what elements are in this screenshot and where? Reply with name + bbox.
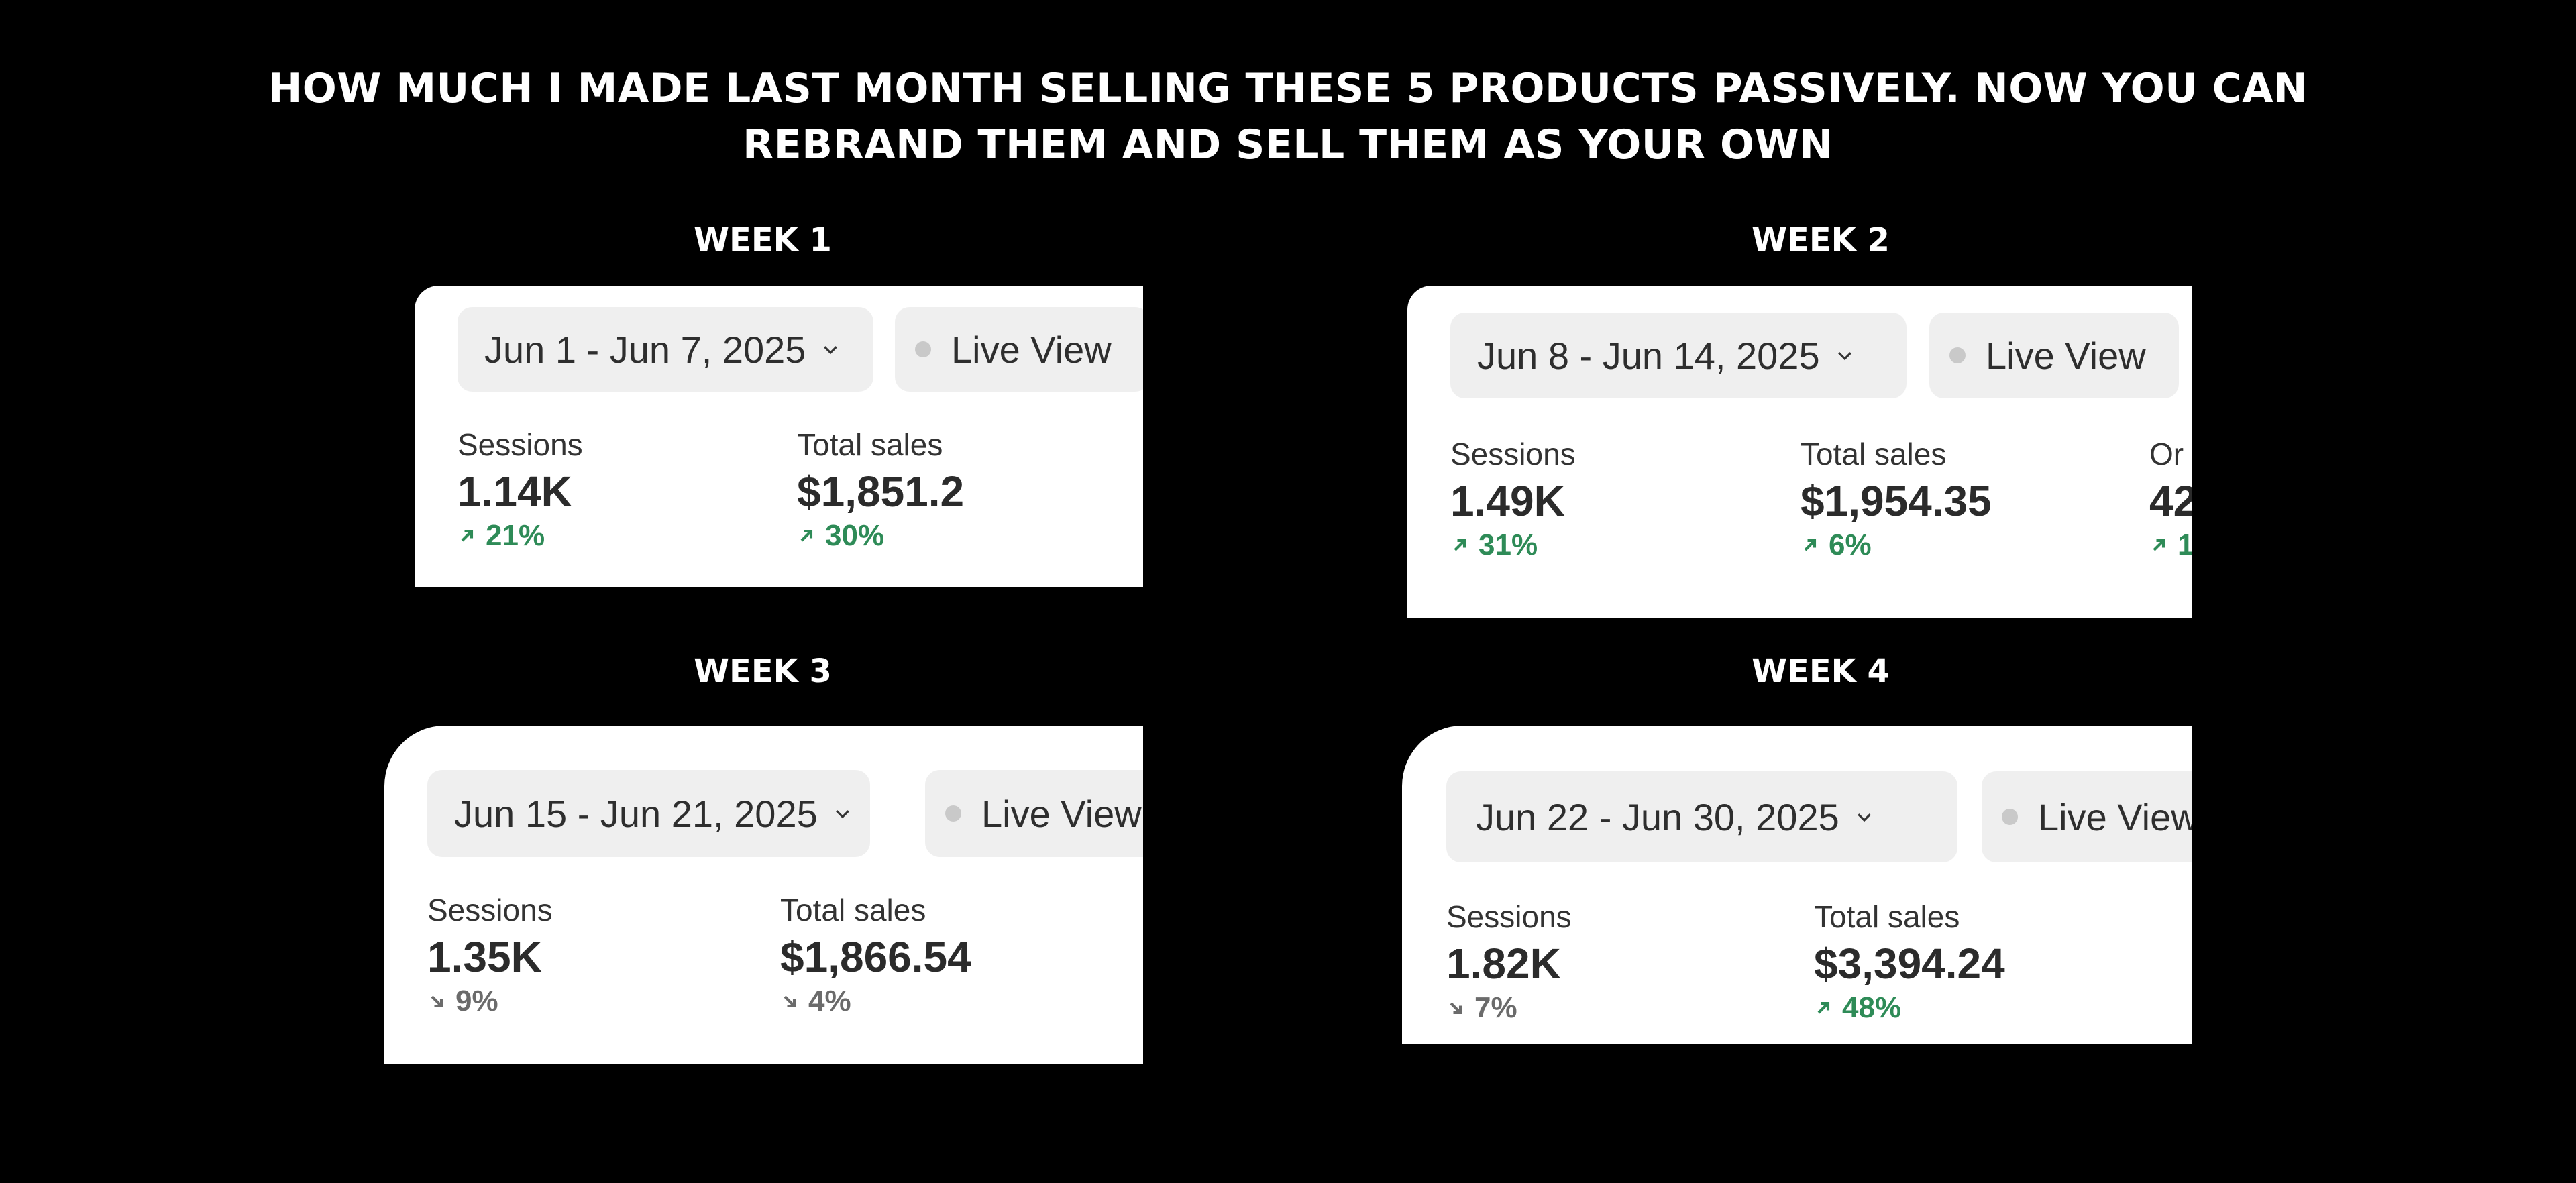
status-dot-icon (915, 341, 931, 357)
date-range-label: Jun 22 - Jun 30, 2025 (1476, 795, 1839, 838)
date-range-picker[interactable]: Jun 8 - Jun 14, 2025 (1450, 313, 1907, 398)
week-3-panel: Jun 15 - Jun 21, 2025 Live View Sessions… (384, 726, 1143, 1064)
live-view-button[interactable]: Live View (1929, 313, 2179, 398)
total-sales-change: 48% (1814, 991, 2005, 1025)
status-dot-icon (945, 805, 961, 822)
date-range-label: Jun 8 - Jun 14, 2025 (1477, 334, 1820, 377)
total-sales-change: 4% (780, 984, 971, 1018)
total-sales-change: 6% (1801, 528, 1992, 562)
arrow-up-right-icon (800, 529, 813, 542)
orders-metric-partial[interactable]: Or 42 1 (2149, 436, 2192, 562)
total-sales-label: Total sales (1801, 437, 1947, 471)
status-dot-icon (2002, 809, 2018, 825)
sessions-change: 9% (427, 984, 553, 1018)
week-2-panel: Jun 8 - Jun 14, 2025 Live View Sessions … (1407, 286, 2192, 618)
arrow-down-right-icon (431, 995, 443, 1008)
sessions-change: 7% (1446, 991, 1572, 1025)
total-sales-label: Total sales (797, 427, 943, 462)
total-sales-value: $1,851.2 (797, 467, 965, 516)
headline-line-1: HOW MUCH I MADE LAST MONTH SELLING THESE… (268, 65, 2308, 112)
chevron-down-icon (1837, 352, 1851, 361)
status-dot-icon (1949, 347, 1966, 363)
sessions-metric[interactable]: Sessions 1.49K 31% (1450, 436, 1576, 562)
live-view-label: Live View (1986, 334, 2146, 377)
total-sales-metric[interactable]: Total sales $3,394.24 48% (1814, 899, 2005, 1025)
date-range-picker[interactable]: Jun 15 - Jun 21, 2025 (427, 770, 870, 857)
sessions-label: Sessions (427, 893, 553, 927)
sessions-change-value: 31% (1479, 528, 1538, 561)
date-range-picker[interactable]: Jun 1 - Jun 7, 2025 (458, 307, 873, 392)
total-sales-change-value: 30% (825, 519, 885, 552)
headline: HOW MUCH I MADE LAST MONTH SELLING THESE… (0, 60, 2576, 173)
arrow-down-right-icon (1450, 1002, 1462, 1015)
date-range-label: Jun 15 - Jun 21, 2025 (454, 792, 818, 835)
week-4-title: WEEK 4 (1752, 653, 1890, 690)
week-4-panel: Jun 22 - Jun 30, 2025 Live View Sessions… (1402, 726, 2192, 1044)
total-sales-metric[interactable]: Total sales $1,866.54 4% (780, 892, 971, 1018)
chevron-down-icon (835, 810, 849, 819)
total-sales-change-value: 48% (1842, 991, 1902, 1024)
chevron-down-icon (824, 346, 838, 355)
sessions-value: 1.82K (1446, 940, 1561, 988)
live-view-button[interactable]: Live View (1982, 771, 2192, 862)
headline-line-2: REBRAND THEM AND SELL THEM AS YOUR OWN (743, 121, 1833, 168)
orders-value: 42 (2149, 477, 2192, 525)
week-2-title: WEEK 2 (1752, 221, 1890, 259)
sessions-change: 21% (458, 519, 583, 553)
total-sales-change-value: 6% (1829, 528, 1872, 561)
sessions-change-value: 7% (1474, 991, 1517, 1024)
total-sales-label: Total sales (1814, 899, 1960, 934)
total-sales-metric[interactable]: Total sales $1,851.2 30% (797, 427, 964, 553)
sessions-metric[interactable]: Sessions 1.14K 21% (458, 427, 583, 553)
week-3-title: WEEK 3 (694, 653, 832, 690)
chevron-down-icon (1857, 813, 1871, 822)
arrow-up-right-icon (1804, 539, 1817, 551)
sessions-change-value: 9% (455, 984, 498, 1017)
sessions-value: 1.35K (427, 933, 542, 981)
total-sales-value: $1,866.54 (780, 933, 971, 981)
sessions-value: 1.49K (1450, 477, 1565, 525)
orders-label: Or (2149, 437, 2184, 471)
arrow-up-right-icon (461, 529, 474, 542)
arrow-up-right-icon (2153, 539, 2165, 551)
live-view-button[interactable]: Live View (925, 770, 1143, 857)
live-view-label: Live View (2038, 795, 2192, 838)
sessions-metric[interactable]: Sessions 1.82K 7% (1446, 899, 1572, 1025)
live-view-label: Live View (951, 328, 1112, 371)
arrow-up-right-icon (1454, 539, 1466, 551)
arrow-up-right-icon (1817, 1001, 1830, 1014)
sessions-value: 1.14K (458, 467, 572, 516)
live-view-label: Live View (981, 792, 1142, 835)
total-sales-change-value: 4% (808, 984, 851, 1017)
total-sales-change: 30% (797, 519, 964, 553)
live-view-button[interactable]: Live View (895, 307, 1143, 392)
total-sales-metric[interactable]: Total sales $1,954.35 6% (1801, 436, 1992, 562)
sessions-label: Sessions (1446, 899, 1572, 934)
total-sales-label: Total sales (780, 893, 926, 927)
total-sales-value: $1,954.35 (1801, 477, 1992, 525)
arrow-down-right-icon (784, 995, 796, 1008)
orders-change: 1 (2149, 528, 2192, 562)
total-sales-value: $3,394.24 (1814, 940, 2005, 988)
sessions-change: 31% (1450, 528, 1576, 562)
date-range-picker[interactable]: Jun 22 - Jun 30, 2025 (1446, 771, 1957, 862)
sessions-change-value: 21% (486, 519, 545, 552)
date-range-label: Jun 1 - Jun 7, 2025 (484, 328, 806, 371)
week-1-panel: Jun 1 - Jun 7, 2025 Live View Sessions 1… (415, 286, 1143, 587)
sessions-label: Sessions (458, 427, 583, 462)
sessions-metric[interactable]: Sessions 1.35K 9% (427, 892, 553, 1018)
orders-change-value: 1 (2178, 528, 2192, 561)
sessions-label: Sessions (1450, 437, 1576, 471)
week-1-title: WEEK 1 (694, 221, 832, 259)
